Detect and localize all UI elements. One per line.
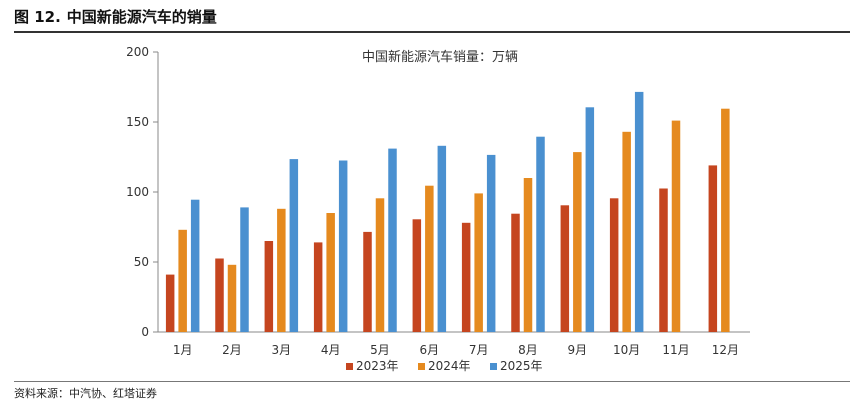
x-tick-label: 8月 [518, 343, 538, 357]
x-tick-label: 10月 [613, 343, 640, 357]
bar-2023年-12月 [708, 165, 718, 332]
bar-2024年-10月 [622, 131, 631, 332]
bar-2023年-1月 [165, 274, 175, 332]
bar-2025年-5月 [388, 148, 397, 332]
bar-2025年-2月 [240, 207, 249, 332]
bar-2024年-11月 [671, 120, 681, 332]
bar-2025年-9月 [585, 107, 595, 332]
figure-title: 中国新能源汽车的销量 [66, 8, 217, 26]
x-tick-label: 5月 [370, 343, 390, 357]
x-tick-label: 11月 [662, 343, 689, 357]
bar-2025年-7月 [486, 154, 496, 332]
legend-swatch [346, 363, 353, 370]
bar-2023年-7月 [461, 222, 471, 332]
bar-2024年-2月 [227, 264, 237, 332]
y-tick-labels: 0 50 100 150 200 [126, 45, 149, 339]
x-tick-label: 6月 [420, 343, 440, 357]
bar-2023年-9月 [560, 205, 570, 332]
bar-2023年-10月 [609, 198, 619, 332]
x-tick-label: 9月 [568, 343, 588, 357]
legend: 2023年 2024年 2025年 [346, 359, 543, 373]
x-tick-label: 3月 [272, 343, 292, 357]
bar-2024年-5月 [375, 198, 385, 332]
bar-2023年-6月 [412, 219, 422, 332]
bar-2024年-7月 [474, 193, 483, 332]
bar-2024年-4月 [326, 213, 335, 332]
x-tick-label: 4月 [321, 343, 341, 357]
x-tick-label: 12月 [712, 343, 739, 357]
y-tick-label: 200 [126, 45, 149, 59]
chart-title: 中国新能源汽车销量：万辆 [362, 49, 518, 65]
y-tick-label: 150 [126, 115, 149, 129]
bar-2023年-4月 [313, 242, 323, 332]
chart-bars [165, 91, 730, 333]
figure-caption: 图 12. 中国新能源汽车的销量 [14, 6, 217, 27]
bar-2023年-3月 [264, 241, 274, 332]
source-note: 资料来源：中汽协、红塔证券 [14, 387, 157, 400]
legend-label: 2023年 [356, 359, 399, 373]
legend-label: 2024年 [428, 359, 471, 373]
bar-2024年-6月 [425, 185, 434, 332]
y-tick-label: 100 [126, 185, 149, 199]
bar-2025年-1月 [190, 199, 200, 332]
legend-label: 2025年 [500, 359, 543, 373]
bar-2025年-10月 [634, 91, 644, 333]
bar-2025年-8月 [536, 136, 545, 332]
x-tick-label: 2月 [222, 343, 242, 357]
bar-2023年-2月 [215, 258, 224, 332]
bar-2025年-4月 [338, 160, 348, 332]
x-tick-label: 1月 [173, 343, 193, 357]
bar-2024年-3月 [277, 208, 286, 332]
bar-2023年-8月 [511, 213, 520, 332]
bar-2024年-12月 [721, 108, 730, 332]
legend-swatch [418, 363, 425, 370]
top-divider [14, 31, 850, 33]
bar-2023年-11月 [659, 188, 668, 332]
legend-swatch [490, 363, 497, 370]
x-tick-label: 7月 [469, 343, 489, 357]
bar-2025年-6月 [437, 145, 447, 332]
chart-axes [153, 51, 750, 333]
x-tick-labels: 1月 2月 3月 4月 5月 6月 7月 8月 9月 10月 11月 12月 [173, 343, 739, 357]
bar-2023年-5月 [363, 231, 372, 332]
bar-2024年-8月 [523, 178, 533, 332]
figure-number: 图 12. [14, 8, 61, 26]
bar-2024年-1月 [178, 229, 187, 332]
bar-2024年-9月 [573, 152, 582, 332]
bottom-divider [14, 381, 850, 382]
bar-2025年-3月 [289, 159, 299, 332]
y-tick-label: 0 [141, 325, 149, 339]
y-tick-label: 50 [134, 255, 149, 269]
